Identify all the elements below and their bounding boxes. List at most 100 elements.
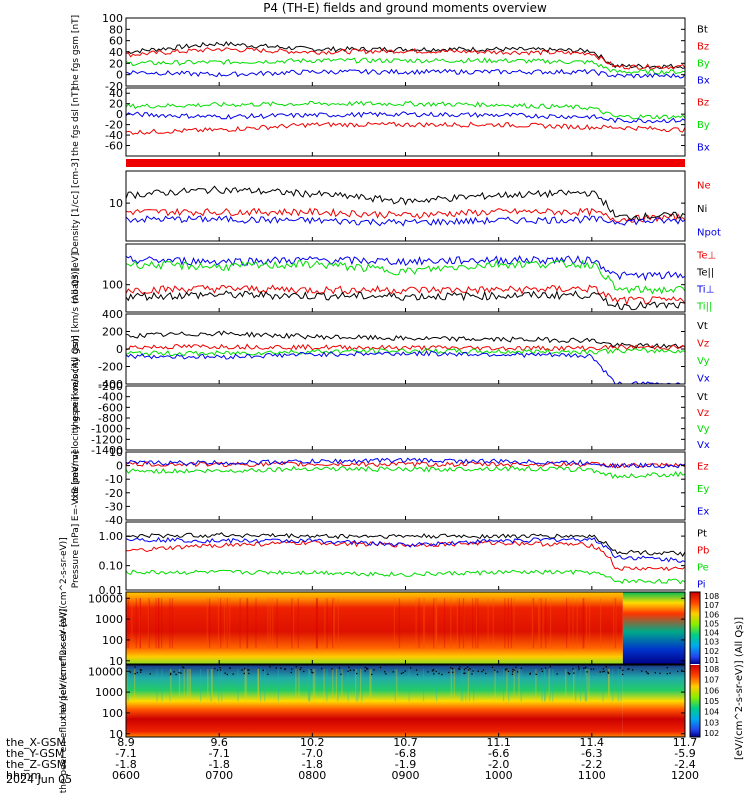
date-label: 2024 Jun 05 xyxy=(6,773,72,786)
legend-Vt: Vt xyxy=(697,392,708,403)
spectrogram-main xyxy=(126,592,623,664)
panel-8: 1.00 0.10 0.01 Pressure [nPa] Pt Pb Pe Pi xyxy=(71,521,709,597)
y-tick-label: 200 xyxy=(102,326,123,339)
time-tick-label: -7.1 xyxy=(115,747,136,760)
legend-Bz: Bz xyxy=(697,42,709,53)
y-tick-label: 40 xyxy=(109,87,123,100)
time-row-name: the_Z-GSM xyxy=(6,758,66,771)
legend-Bx: Bx xyxy=(697,143,710,154)
panel-4: 100 moat3 [eV] Te⊥ Te|| Ti⊥ Ti|| xyxy=(71,243,716,313)
panel-10: 10000 1000 100 10 the peer en eflux eV [eV/(… xyxy=(59,609,686,793)
colorbar-tick-label: 105 xyxy=(704,619,719,628)
y-tick-label: 1.00 xyxy=(99,530,124,543)
time-tick-label: 10.7 xyxy=(393,736,418,749)
series-Ez-line xyxy=(125,461,686,469)
colorbar-tick-label: 102 xyxy=(704,729,719,738)
time-axis: the_X-GSM 8.9 9.6 10.2 10.7 11.1 11.4 11.7 the_Y… xyxy=(6,736,699,782)
time-tick-label: -6.6 xyxy=(488,747,509,760)
y-tick-label: -20 xyxy=(105,487,123,500)
panel-frame xyxy=(125,243,686,313)
legend-Bx: Bx xyxy=(697,76,710,87)
y-axis-label: Pressure [nPa] xyxy=(71,524,81,589)
y-tick-label: 100 xyxy=(102,634,123,647)
y-tick-label: 10 xyxy=(109,728,123,741)
legend-Ne: Ne xyxy=(697,181,711,192)
colorbar-tick-label: 101 xyxy=(704,656,719,665)
y-axis-label: the peir en eflux eV [eV/(cm^2-s-sr-eV)] xyxy=(59,537,69,718)
series-Vx-line xyxy=(125,350,685,385)
colorbar-tick-label: 103 xyxy=(704,638,719,647)
y-tick-label: -400 xyxy=(98,378,123,391)
legend-Bt: Bt xyxy=(697,25,708,36)
colorbar-tick-label: 108 xyxy=(704,592,719,601)
colorbar-tick-label: 104 xyxy=(704,629,719,638)
panel-7: 100-10-20-30-40 E=-VxB [mV/m] Ez Ey Ex xyxy=(71,446,709,527)
time-tick-label: 11.7 xyxy=(673,736,698,749)
legend-Vx: Vx xyxy=(697,373,710,384)
series-Ey-line xyxy=(125,465,686,480)
y-tick-label: 100 xyxy=(102,12,123,25)
y-tick-label: -40 xyxy=(105,514,123,527)
legend-Ez: Ez xyxy=(697,461,709,472)
time-tick-label: -2.0 xyxy=(488,758,509,771)
series-Ni-line xyxy=(125,185,686,221)
y-tick-label: -20 xyxy=(105,80,123,93)
legend-By: By xyxy=(697,120,710,131)
time-tick-label: 0900 xyxy=(392,769,420,782)
legend-Vy: Vy xyxy=(697,424,710,435)
y-tick-label: -800 xyxy=(98,412,123,425)
series-Te-line xyxy=(125,284,686,306)
y-tick-label: 20 xyxy=(109,98,123,111)
time-tick-label: 10.2 xyxy=(300,736,325,749)
time-tick-label: 0800 xyxy=(298,769,326,782)
y-tick-label: -600 xyxy=(98,401,123,414)
time-tick-label: -6.3 xyxy=(581,747,602,760)
y-tick-label: 10 xyxy=(109,655,123,668)
y-tick-label: 20 xyxy=(109,57,123,70)
legend-Vz: Vz xyxy=(697,338,709,349)
legend-Vx: Vx xyxy=(697,440,710,451)
time-tick-label: 8.9 xyxy=(117,736,135,749)
y-tick-label: -1000 xyxy=(91,423,123,436)
y-tick-label: -10 xyxy=(105,473,123,486)
panel-frame xyxy=(125,385,686,451)
colorbar-gradient-bottom xyxy=(690,665,700,737)
time-tick-label: -1.9 xyxy=(395,758,416,771)
series-Npot-line xyxy=(125,215,686,227)
legend-Bz: Bz xyxy=(697,97,709,108)
series-Vz-line xyxy=(125,343,686,352)
colorbar-tick-label: 108 xyxy=(704,665,719,674)
time-tick-label: 0600 xyxy=(112,769,140,782)
y-axis-label: the fgs dsl [nT] xyxy=(71,88,81,156)
y-tick-label: -200 xyxy=(98,361,123,374)
y-tick-label: 400 xyxy=(102,308,123,321)
legend-Pe: Pe xyxy=(697,563,709,574)
time-tick-label: -7.1 xyxy=(208,747,229,760)
colorbar-tick-label: 107 xyxy=(704,601,719,610)
time-tick-label: 9.6 xyxy=(210,736,228,749)
y-tick-label: 100 xyxy=(102,279,123,292)
series-Pt-line xyxy=(125,532,686,558)
legend-Ti: Ti|| xyxy=(696,302,712,313)
y-axis-label: the fgs gsm [nT] xyxy=(71,15,81,89)
series-Pb-line xyxy=(125,540,686,572)
y-tick-label: -400 xyxy=(98,391,123,404)
legend-Vy: Vy xyxy=(697,356,710,367)
colorbar: 1081071061051041031021011081071061051041… xyxy=(689,591,745,760)
time-tick-label: -7.0 xyxy=(302,747,323,760)
colorbar-tick-label: 105 xyxy=(704,697,719,706)
time-tick-label: -6.8 xyxy=(395,747,416,760)
time-row-name: the_Y-GSM xyxy=(6,747,64,760)
legend-Te: Te⊥ xyxy=(696,251,716,262)
series-Bx-line xyxy=(125,111,686,124)
y-tick-label: -60 xyxy=(105,140,123,153)
time-row-name: hhmm xyxy=(6,769,41,782)
y-tick-label: 100 xyxy=(102,707,123,720)
colorbar-tick-label: 106 xyxy=(704,686,719,695)
series-Bz-line xyxy=(125,121,686,135)
y-tick-label: 0 xyxy=(116,108,123,121)
time-tick-label: 0700 xyxy=(205,769,233,782)
legend-By: By xyxy=(697,59,710,70)
